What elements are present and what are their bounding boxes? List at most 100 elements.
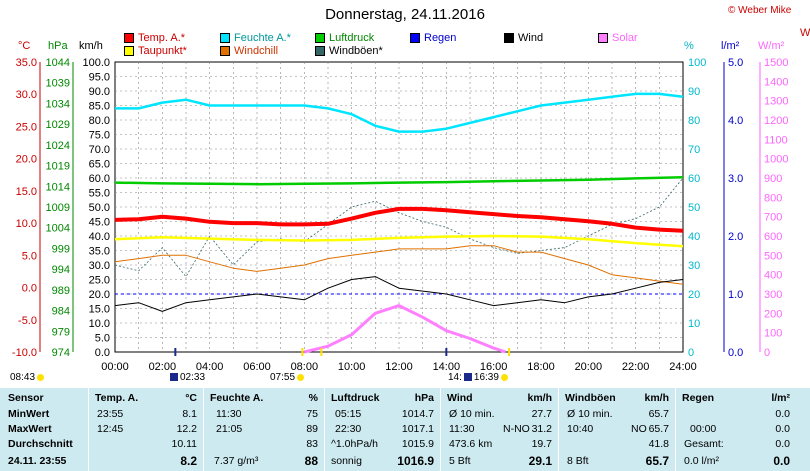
legend-swatch	[124, 46, 134, 56]
kmh-tick-label: 45.0	[89, 217, 110, 229]
pct-tick-label: 30	[688, 260, 700, 272]
temp-tick-label: 25.0	[16, 121, 37, 133]
cell: 12:45	[97, 423, 124, 435]
hpa-tick-label: 999	[52, 243, 70, 255]
solar-tick-label: 800	[764, 192, 782, 204]
cell: Gesamt:	[684, 438, 724, 450]
kmh-tick-label: 100.0	[82, 57, 110, 69]
moon-icon	[463, 373, 472, 382]
cell: 10.11	[171, 438, 198, 450]
kmh-tick-label: 20.0	[89, 289, 110, 301]
temp-tick-label: 0.0	[22, 283, 37, 295]
moon-time-2: 14: 16:39	[448, 372, 508, 383]
hpa-tick-label: 979	[52, 326, 70, 338]
solar-tick-label: 1400	[764, 76, 788, 88]
kmh-tick-label: 65.0	[89, 159, 110, 171]
cell: 10:40	[567, 423, 594, 435]
time-tick-label: 24:00	[669, 361, 697, 373]
time-tick-label: 10:00	[338, 361, 366, 373]
solar-tick-label: 0	[764, 347, 770, 359]
time-tick-label: 04:00	[196, 361, 224, 373]
kmh-tick-label: 10.0	[89, 318, 110, 330]
temp-tick-label: 5.0	[22, 250, 37, 262]
moon2-label: 14:	[448, 372, 462, 383]
hpa-tick-label: 1034	[46, 98, 70, 110]
cell: 8 Bft	[567, 455, 589, 467]
col-sensor: Sensor MinWert MaxWert Durchschnitt 24.1…	[0, 388, 88, 471]
legend-luftdruck: Luftdruck	[315, 32, 374, 44]
cell-current: 0.0	[773, 454, 790, 468]
pct-tick-label: 40	[688, 231, 700, 243]
unit-kmh: km/h	[79, 40, 103, 52]
solar-tick-label: 1000	[764, 154, 788, 166]
solar-tick-label: 900	[764, 173, 782, 185]
cell: Ø 10 min.	[449, 408, 495, 420]
time-tick-label: 20:00	[575, 361, 603, 373]
kmh-tick-label: 95.0	[89, 72, 110, 84]
legend-label: Windchill	[234, 45, 279, 57]
kmh-tick-label: 40.0	[89, 231, 110, 243]
header-wind: Wind	[447, 392, 473, 404]
legend-swatch	[504, 33, 514, 43]
kmh-tick-label: 5.0	[95, 333, 110, 345]
header-luftdruck: Luftdruck	[331, 392, 380, 404]
sun-icon	[500, 373, 508, 381]
divider	[324, 388, 325, 471]
time-tick-label: 06:00	[243, 361, 271, 373]
cell: 11:30	[216, 408, 242, 420]
solar-tick-label: 1300	[764, 96, 788, 108]
solar-tick-label: 700	[764, 212, 782, 224]
series-line-windb-en	[114, 177, 684, 278]
pct-tick-label: 50	[688, 202, 700, 214]
divider	[558, 388, 559, 471]
solar-tick-label: 500	[764, 250, 782, 262]
cell-current: 1016.9	[397, 454, 434, 468]
unit-luftdruck-col: hPa	[414, 392, 434, 404]
unit-extra: W	[800, 27, 810, 39]
unit-solar: W/m²	[758, 40, 785, 52]
row-label: Durchschnitt	[8, 438, 73, 450]
kmh-tick-label: 60.0	[89, 173, 110, 185]
temp-tick-label: 30.0	[16, 89, 37, 101]
kmh-tick-label: 85.0	[89, 101, 110, 113]
cell: 5 Bft	[449, 455, 471, 467]
legend-swatch	[315, 33, 325, 43]
temp-tick-label: 35.0	[16, 57, 37, 69]
unit-rain: l/m²	[721, 40, 740, 52]
sunrise-time-2: 07:55	[270, 372, 305, 383]
weather-chart: 35.030.025.020.015.010.05.00.0-5.0-10.0 …	[12, 57, 789, 373]
rain-tick-label: 0.0	[728, 347, 743, 359]
sunset-label: 16:39	[473, 372, 499, 383]
col-windboen: Windböen km/h Ø 10 min. 65.7 10:40 NO 65.7 4…	[559, 388, 675, 471]
legend-swatch	[124, 33, 134, 43]
solar-tick-label: 1500	[764, 57, 788, 69]
header-temp: Temp. A.	[95, 392, 139, 404]
divider	[88, 388, 89, 471]
sunrise2-label: 07:55	[270, 372, 296, 383]
row-label: 24.11. 23:55	[8, 455, 67, 467]
cell: 12.2	[176, 423, 197, 435]
pct-tick-label: 100	[688, 57, 706, 69]
legend-swatch	[220, 33, 230, 43]
col-regen: Regen l/m² 0.0 00:00 0.0 Gesamt: 0.0 0.0 l/…	[676, 388, 798, 471]
pct-tick-label: 20	[688, 289, 700, 301]
series-line-wind	[114, 276, 684, 312]
chart-title: Donnerstag, 24.11.2016	[325, 6, 485, 23]
row-label: MaxWert	[8, 423, 52, 435]
sun-icon	[297, 373, 305, 381]
unit-feuchte-col: %	[308, 392, 318, 404]
legend-swatch	[315, 46, 325, 56]
legend-wind: Wind	[504, 32, 543, 44]
kmh-tick-label: 90.0	[89, 86, 110, 98]
hpa-tick-label: 974	[52, 347, 70, 359]
legend-label: Feuchte A.*	[234, 32, 291, 44]
cell-current: 88	[304, 454, 318, 468]
temp-tick-label: 20.0	[16, 154, 37, 166]
cell: 1014.7	[401, 408, 434, 420]
time-tick-label: 00:00	[101, 361, 129, 373]
legend-windchill: Windchill	[220, 45, 278, 57]
hpa-tick-label: 984	[52, 306, 70, 318]
cell-current: 29.1	[528, 454, 552, 468]
cell: NO	[631, 423, 647, 435]
legend-label: Taupunkt*	[138, 45, 187, 57]
